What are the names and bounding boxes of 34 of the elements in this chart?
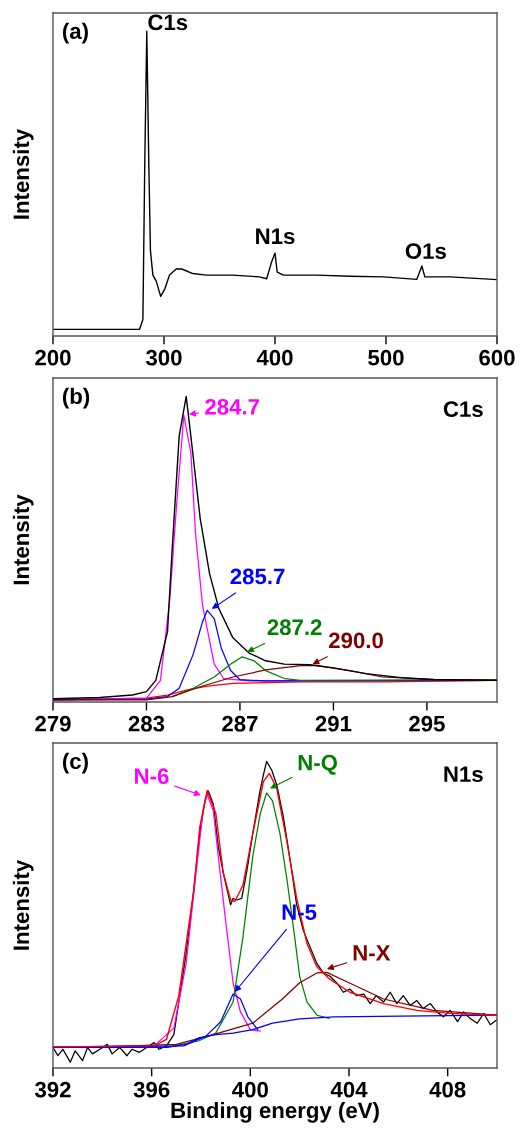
annotation: N1s [444, 766, 483, 783]
y-axis-title: Intensity [12, 128, 34, 219]
x-tick-label: 300 [145, 349, 182, 366]
annotation: N-Q [298, 754, 338, 775]
annotation: (a) [62, 22, 88, 44]
x-tick-label: 404 [330, 1081, 368, 1098]
annotation: C1s [443, 401, 483, 418]
x-tick-label: 291 [315, 715, 352, 732]
annotation: 284.7 [205, 398, 260, 415]
x-tick-label: 408 [429, 1081, 466, 1098]
x-tick-label: 500 [368, 349, 404, 366]
x-tick-label: 279 [35, 715, 71, 732]
y-axis-title: Intensity [12, 859, 34, 950]
x-tick-label: 287 [222, 715, 258, 732]
annotation: N-X [353, 945, 391, 961]
x-tick-label: 396 [133, 1081, 170, 1098]
annotation: C1s [148, 14, 188, 31]
x-axis-title: Binding energy (eV) [171, 1101, 379, 1123]
annotation: 287.2 [267, 619, 322, 636]
annotation: N1s [256, 228, 295, 245]
x-tick-label: 392 [34, 1081, 71, 1098]
annotation: (b) [62, 387, 90, 409]
x-tick-label: 200 [35, 349, 71, 366]
y-axis-title: Intensity [12, 494, 34, 585]
x-tick-label: 295 [409, 715, 445, 732]
x-tick-label: 400 [256, 349, 293, 366]
x-tick-label: 400 [232, 1081, 268, 1098]
annotation: (c) [62, 752, 88, 774]
x-tick-label: 283 [128, 715, 165, 732]
annotation: 290.0 [329, 632, 383, 649]
annotation: O1s [405, 243, 446, 259]
annotation: 285.7 [230, 568, 285, 585]
x-tick-label: 600 [479, 349, 515, 366]
annotation: N-6 [135, 768, 169, 785]
